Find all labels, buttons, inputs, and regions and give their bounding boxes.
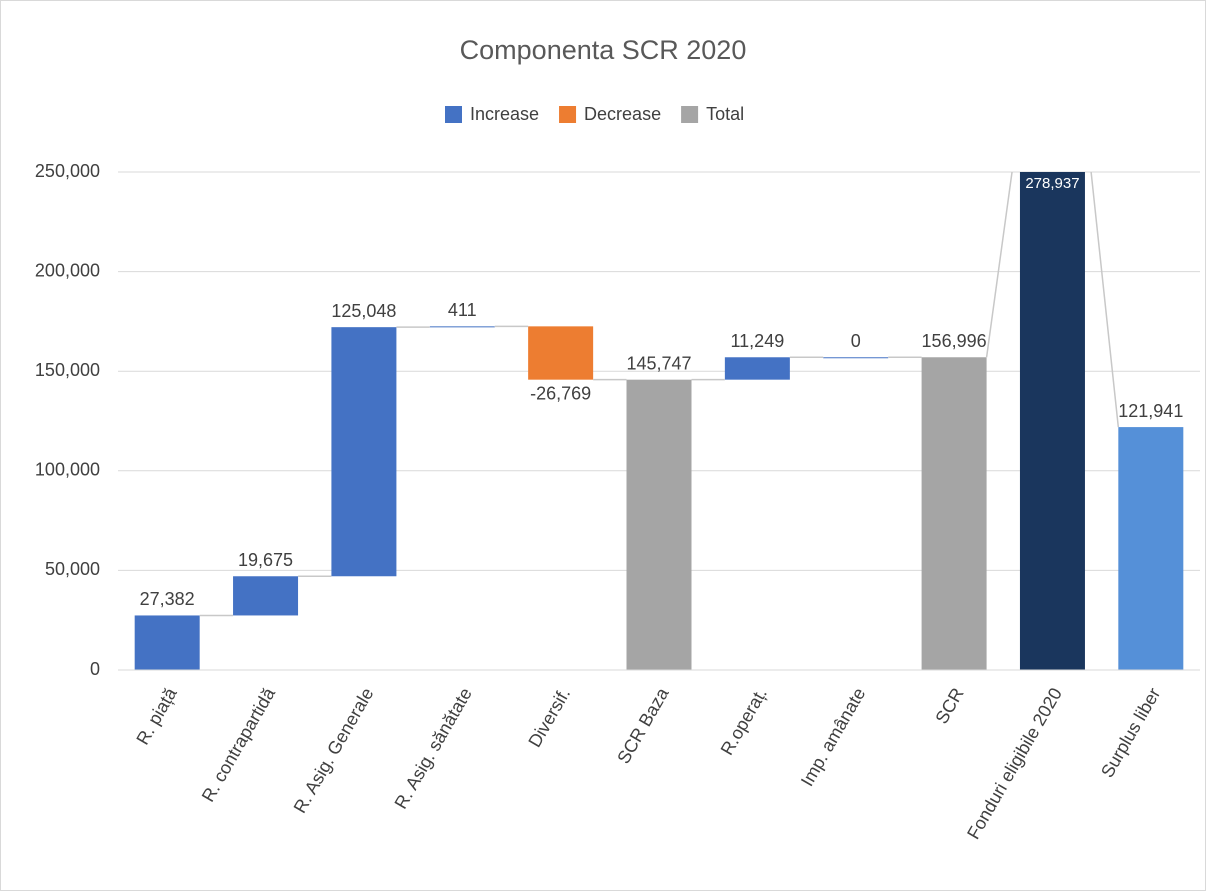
legend-swatch [559,106,577,123]
bar [1019,172,1085,671]
bar [921,357,987,670]
bar [233,576,299,616]
data-label: 0 [851,331,861,351]
data-label: -26,769 [530,383,591,403]
connector [1090,172,1120,428]
bar [429,326,495,328]
bar [134,615,200,670]
y-tick-label: 100,000 [35,460,100,480]
data-label: 278,937 [1025,175,1079,192]
bar [1118,427,1184,670]
data-label: 27,382 [140,589,195,609]
y-tick-label: 250,000 [35,161,100,181]
bar [724,357,790,380]
bar [331,327,397,577]
data-label: 411 [448,300,477,320]
legend-swatch [681,106,699,123]
legend-label: Decrease [584,104,661,124]
y-tick-label: 50,000 [45,559,100,579]
data-label: 11,249 [731,331,785,351]
data-label: 125,048 [331,301,396,321]
y-tick-label: 200,000 [35,260,100,280]
legend-swatch [445,106,462,123]
data-label: 156,996 [922,331,987,351]
legend-label: Increase [470,104,539,124]
bar [626,379,692,670]
plot-area [134,172,1184,671]
y-tick-label: 0 [90,659,100,679]
bar [823,357,889,359]
data-label: 121,941 [1118,401,1183,421]
legend-label: Total [706,104,744,124]
data-label: 19,675 [238,550,293,570]
y-tick-label: 150,000 [35,360,100,380]
chart-title: Componenta SCR 2020 [460,35,747,65]
bar [528,326,594,380]
data-label: 145,747 [626,353,691,373]
connector [985,172,1013,358]
